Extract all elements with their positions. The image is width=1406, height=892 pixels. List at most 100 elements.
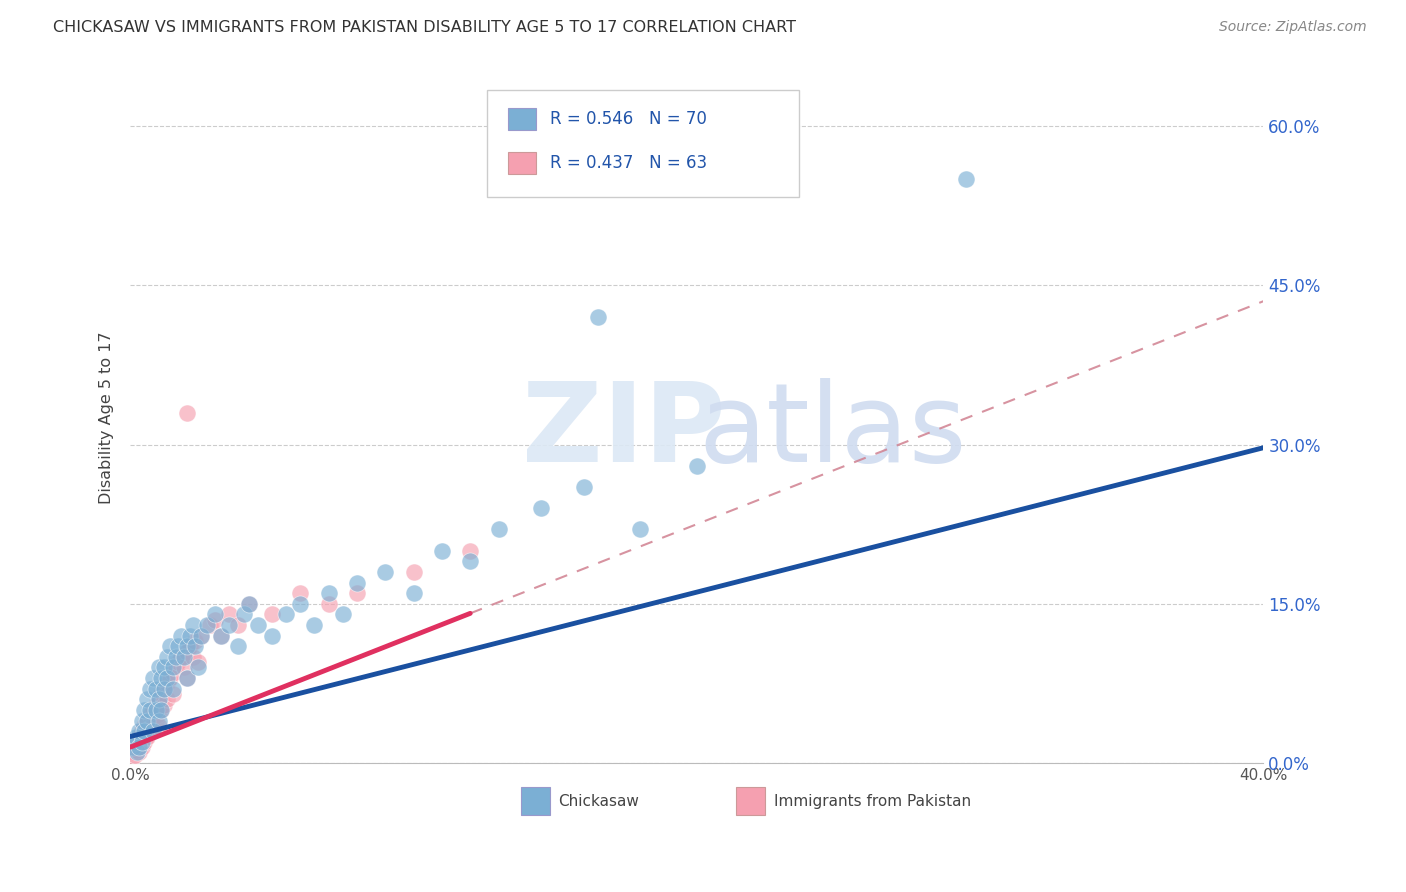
Point [145, 681, 167, 696]
Point [162, 681, 184, 696]
Point [179, 640, 201, 654]
Point [135, 730, 157, 744]
Point [153, 698, 176, 712]
Point [156, 671, 179, 685]
Point [218, 618, 240, 632]
Point [402, 586, 425, 600]
Point [165, 660, 187, 674]
Point [148, 692, 170, 706]
Point [586, 310, 609, 325]
Point [122, 740, 145, 755]
Point [124, 747, 146, 762]
Point [955, 172, 977, 186]
Point [430, 543, 453, 558]
Point [150, 703, 173, 717]
Point [142, 719, 165, 733]
Point [159, 671, 181, 685]
Point [145, 714, 167, 728]
Point [184, 640, 207, 654]
Point [176, 640, 198, 654]
Point [198, 618, 221, 632]
Point [209, 629, 232, 643]
Point [128, 730, 150, 744]
Point [187, 660, 209, 674]
FancyBboxPatch shape [508, 152, 536, 174]
Text: Chickasaw: Chickasaw [558, 794, 640, 808]
Point [134, 735, 156, 749]
FancyBboxPatch shape [737, 788, 765, 814]
Point [142, 671, 165, 685]
Point [162, 687, 184, 701]
Point [246, 618, 269, 632]
Point [332, 607, 354, 622]
Point [176, 671, 198, 685]
Point [176, 644, 198, 658]
Point [374, 565, 396, 579]
Point [346, 586, 368, 600]
Point [204, 613, 226, 627]
Point [156, 692, 179, 706]
Text: atlas: atlas [699, 378, 967, 485]
Y-axis label: Disability Age 5 to 17: Disability Age 5 to 17 [100, 332, 114, 504]
Point [290, 597, 312, 611]
Point [121, 750, 143, 764]
Point [179, 629, 201, 643]
Point [170, 629, 193, 643]
Point [346, 575, 368, 590]
Point [181, 649, 204, 664]
Point [131, 740, 153, 755]
Point [162, 665, 184, 680]
Point [125, 743, 148, 757]
Point [134, 719, 156, 733]
Point [139, 708, 162, 723]
Point [125, 735, 148, 749]
Point [402, 565, 425, 579]
Point [190, 629, 212, 643]
Point [530, 501, 553, 516]
Point [141, 719, 163, 733]
Point [129, 735, 152, 749]
Point [458, 554, 481, 568]
Text: CHICKASAW VS IMMIGRANTS FROM PAKISTAN DISABILITY AGE 5 TO 17 CORRELATION CHART: CHICKASAW VS IMMIGRANTS FROM PAKISTAN DI… [53, 20, 796, 35]
Point [146, 708, 169, 723]
Point [238, 597, 260, 611]
Point [204, 607, 226, 622]
Point [156, 649, 179, 664]
Point [173, 660, 195, 674]
Point [209, 629, 232, 643]
Point [190, 629, 212, 643]
Point [142, 724, 165, 739]
Point [148, 660, 170, 674]
Point [143, 714, 166, 728]
Point [167, 655, 190, 669]
Point [318, 586, 340, 600]
Point [458, 543, 481, 558]
Point [150, 671, 173, 685]
Point [686, 458, 709, 473]
Point [139, 681, 162, 696]
Point [150, 687, 173, 701]
Text: Source: ZipAtlas.com: Source: ZipAtlas.com [1219, 20, 1367, 34]
Point [138, 724, 160, 739]
Point [127, 740, 149, 755]
Point [148, 719, 170, 733]
Point [170, 649, 193, 664]
Point [128, 746, 150, 760]
Point [488, 523, 510, 537]
Point [128, 724, 150, 739]
Point [226, 640, 249, 654]
Point [136, 730, 159, 744]
Point [148, 692, 170, 706]
Text: R = 0.546   N = 70: R = 0.546 N = 70 [550, 111, 706, 128]
Point [136, 714, 159, 728]
Point [128, 740, 150, 755]
FancyBboxPatch shape [488, 90, 799, 197]
Point [142, 703, 165, 717]
FancyBboxPatch shape [522, 788, 550, 814]
Point [148, 703, 170, 717]
Point [125, 730, 148, 744]
Point [167, 640, 190, 654]
Point [136, 714, 159, 728]
Point [260, 629, 283, 643]
Point [165, 649, 187, 664]
